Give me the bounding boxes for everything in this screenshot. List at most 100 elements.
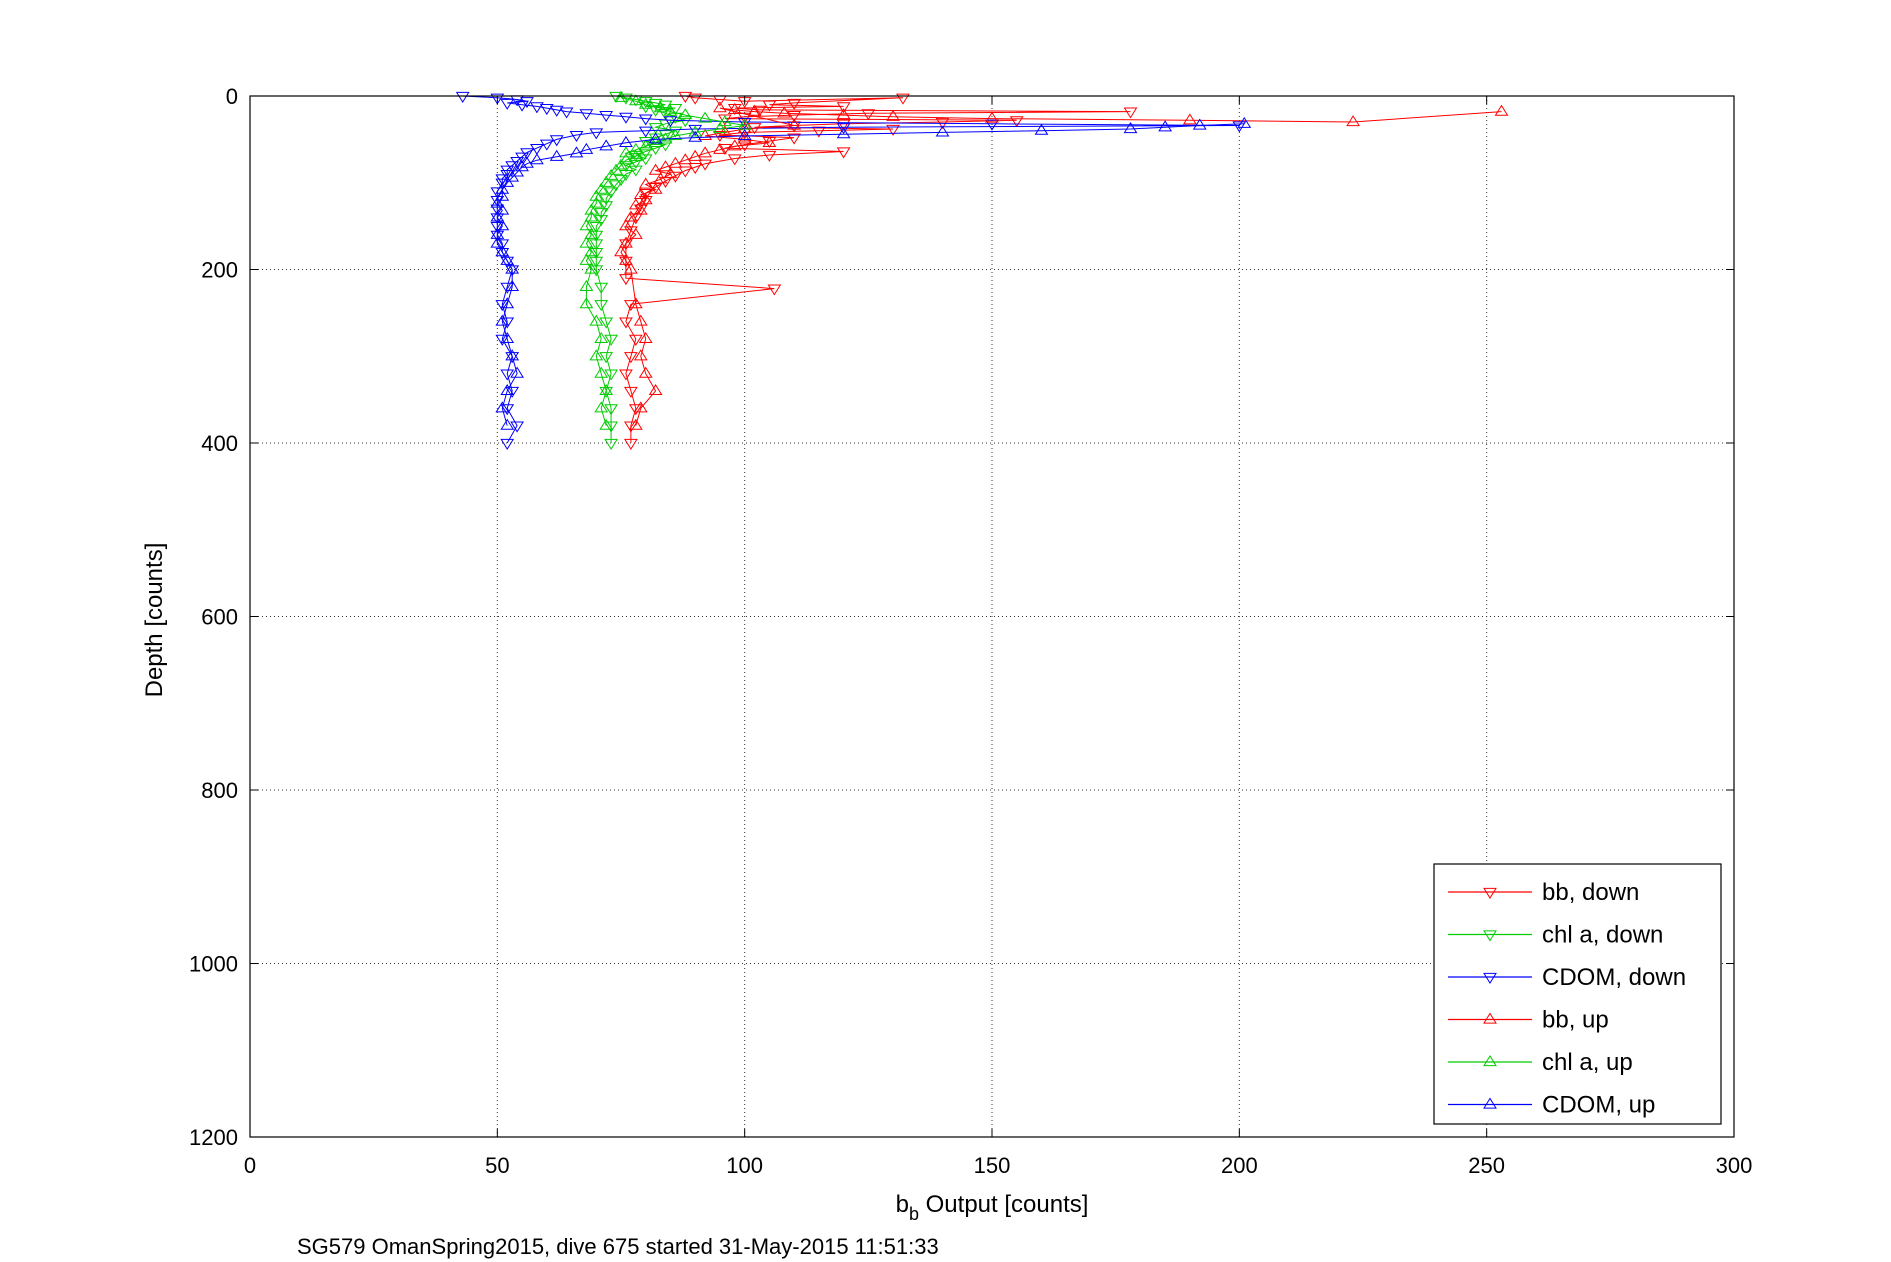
data-point	[619, 239, 633, 251]
data-point	[678, 166, 693, 178]
data-point	[589, 196, 604, 208]
legend-item: CDOM, up	[1448, 1092, 1655, 1119]
data-point	[500, 175, 515, 187]
data-point	[628, 198, 643, 210]
data-point	[500, 317, 515, 329]
data-point	[628, 297, 643, 309]
data-point	[633, 401, 648, 413]
data-point	[698, 111, 712, 123]
data-point	[787, 98, 802, 110]
legend-item: chl a, up	[1448, 1049, 1633, 1076]
data-point	[787, 118, 802, 130]
data-point	[589, 230, 604, 242]
data-point	[653, 172, 668, 184]
data-point	[619, 274, 633, 286]
data-point	[727, 139, 742, 151]
legend-item: chl a, down	[1448, 922, 1663, 949]
data-point	[658, 130, 673, 142]
data-point	[619, 317, 633, 329]
data-point	[737, 128, 752, 141]
data-point	[599, 386, 614, 398]
data-point	[579, 253, 594, 265]
data-point	[559, 107, 574, 119]
data-point	[530, 153, 544, 165]
data-point	[985, 119, 999, 131]
data-point	[737, 117, 752, 129]
data-point	[648, 105, 663, 117]
data-point	[777, 106, 792, 118]
data-point	[663, 104, 678, 116]
data-point	[599, 139, 614, 151]
data-point	[648, 143, 663, 155]
data-point	[500, 253, 515, 265]
data-point	[495, 401, 510, 413]
legend-swatch-marker	[1483, 1055, 1497, 1067]
data-point	[589, 349, 604, 361]
data-point	[688, 163, 703, 175]
data-point	[495, 248, 510, 260]
data-point	[579, 142, 594, 154]
data-point	[530, 102, 544, 114]
data-point	[594, 331, 609, 343]
data-point	[614, 158, 628, 170]
data-point	[594, 215, 609, 227]
data-point	[1232, 121, 1247, 133]
data-point	[1346, 115, 1361, 127]
data-point	[1182, 113, 1197, 125]
data-point	[490, 187, 505, 199]
series-cdom-down	[455, 91, 1247, 450]
data-point	[648, 98, 663, 110]
data-point	[663, 116, 678, 128]
data-point	[688, 130, 703, 142]
data-point	[663, 167, 678, 179]
data-point	[638, 154, 653, 166]
data-point	[594, 208, 609, 220]
data-point	[713, 142, 727, 154]
data-point	[490, 93, 505, 105]
data-point	[490, 222, 505, 234]
data-point	[589, 248, 604, 260]
data-point	[752, 105, 767, 117]
data-point	[594, 366, 609, 378]
data-point	[623, 210, 638, 222]
data-point	[668, 128, 683, 141]
data-point	[505, 265, 520, 277]
data-point	[539, 139, 554, 151]
data-point	[604, 421, 619, 433]
data-point	[688, 149, 703, 161]
data-point	[594, 401, 609, 413]
data-point	[836, 102, 851, 114]
y-tick-label: 200	[201, 258, 238, 283]
data-point	[549, 105, 564, 117]
data-point	[579, 279, 594, 291]
data-point	[836, 123, 851, 135]
data-point	[500, 369, 515, 381]
data-point	[638, 126, 653, 138]
data-point	[717, 114, 732, 126]
data-point	[569, 146, 584, 158]
data-point	[510, 421, 525, 433]
legend-swatch-marker	[1483, 1012, 1497, 1024]
data-point	[604, 334, 619, 346]
data-point	[619, 256, 633, 268]
x-tick-label: 50	[485, 1153, 509, 1178]
data-point	[584, 245, 599, 257]
data-point	[619, 236, 633, 248]
series-bb-up	[614, 101, 1509, 430]
data-point	[1009, 116, 1024, 128]
data-point	[500, 404, 515, 416]
data-point	[609, 180, 623, 192]
data-point	[727, 154, 742, 166]
x-tick-label: 0	[244, 1153, 256, 1178]
data-point	[510, 366, 525, 378]
legend-swatch-marker	[1483, 972, 1497, 984]
y-tick-label: 400	[201, 431, 238, 456]
data-point	[515, 160, 529, 172]
ticks: 0 50 100 150 200 250 300 0 200 400 600 800 1000 1200	[189, 84, 1752, 1178]
x-tick-label: 300	[1716, 1153, 1753, 1178]
data-point	[495, 219, 510, 231]
legend-item: bb, up	[1448, 1007, 1609, 1034]
data-point	[648, 163, 663, 175]
data-point	[599, 110, 614, 123]
